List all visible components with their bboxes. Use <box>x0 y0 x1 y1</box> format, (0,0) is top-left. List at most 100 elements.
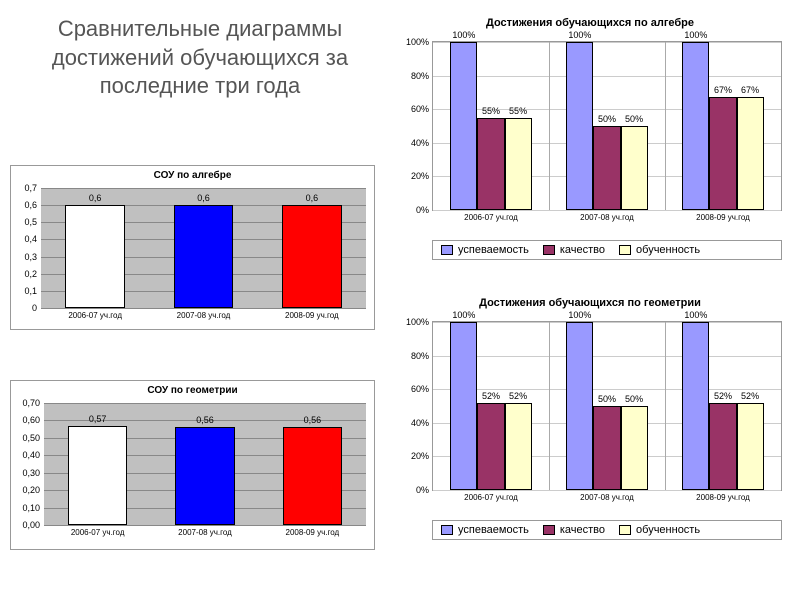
bar <box>593 406 620 490</box>
bar-value-label: 50% <box>625 114 643 124</box>
y-tick-label: 0,30 <box>22 468 40 478</box>
x-tick-label: 2006-07 уч.год <box>464 213 518 222</box>
legend-label: успеваемость <box>458 244 529 256</box>
bar-value-label: 50% <box>598 114 616 124</box>
x-tick-label: 2008-09 уч.год <box>285 311 339 320</box>
bar-value-label: 100% <box>452 30 475 40</box>
y-tick-label: 0,1 <box>24 286 37 296</box>
bar-value-label: 0,6 <box>89 193 102 203</box>
bar <box>282 205 342 308</box>
plot-area: 0,000,100,200,300,400,500,600,700,572006… <box>44 403 366 525</box>
legend-label: качество <box>560 244 605 256</box>
chart-title: Достижения обучающихся по алгебре <box>390 17 790 29</box>
legend-swatch <box>619 525 631 535</box>
x-tick-label: 2007-08 уч.год <box>580 213 634 222</box>
chart-ach-geometry: Достижения обучающихся по геометрии 0% 20… <box>390 295 790 550</box>
bar <box>566 322 593 490</box>
bar <box>450 42 477 210</box>
bar-value-label: 100% <box>684 310 707 320</box>
bar-value-label: 0,56 <box>304 415 322 425</box>
page-title: Сравнительные диаграммы достижений обуча… <box>30 15 370 101</box>
x-tick-label: 2006-07 уч.год <box>464 493 518 502</box>
bar <box>682 42 709 210</box>
y-tick-label: 0% <box>416 205 429 215</box>
legend-swatch <box>543 245 555 255</box>
legend-item: обученность <box>619 524 700 536</box>
y-tick-label: 60% <box>411 384 429 394</box>
bar-value-label: 0,6 <box>197 193 210 203</box>
y-tick-label: 0 <box>32 303 37 313</box>
bar <box>450 322 477 490</box>
bar-value-label: 67% <box>741 85 759 95</box>
y-tick-label: 40% <box>411 138 429 148</box>
plot-area: 0%20%40%60%80%100%100%52%52%2006-07 уч.г… <box>432 321 782 491</box>
bar <box>709 97 736 210</box>
bar <box>283 427 342 525</box>
x-tick-label: 2008-09 уч.год <box>286 528 340 537</box>
legend-swatch <box>619 245 631 255</box>
y-tick-label: 100% <box>406 37 429 47</box>
plot-area: 00,10,20,30,40,50,60,70,62006-07 уч.год0… <box>41 188 366 308</box>
x-tick-label: 2006-07 уч.год <box>71 528 125 537</box>
y-tick-label: 40% <box>411 418 429 428</box>
bar-value-label: 100% <box>684 30 707 40</box>
y-tick-label: 20% <box>411 451 429 461</box>
legend-item: успеваемость <box>441 524 529 536</box>
y-tick-label: 100% <box>406 317 429 327</box>
bar <box>737 97 764 210</box>
legend-label: успеваемость <box>458 524 529 536</box>
legend-item: обученность <box>619 244 700 256</box>
chart-title: Достижения обучающихся по геометрии <box>390 297 790 309</box>
legend-label: обученность <box>636 524 700 536</box>
bar <box>709 403 736 490</box>
x-tick-label: 2007-08 уч.год <box>177 311 231 320</box>
y-tick-label: 0,7 <box>24 183 37 193</box>
chart-legend: успеваемость качество обученность <box>432 520 782 540</box>
bar-value-label: 55% <box>482 106 500 116</box>
y-tick-label: 0,3 <box>24 252 37 262</box>
bar <box>477 403 504 490</box>
bar <box>505 403 532 490</box>
bar-value-label: 50% <box>625 394 643 404</box>
bar-value-label: 100% <box>568 30 591 40</box>
bar <box>621 126 648 210</box>
y-tick-label: 0,40 <box>22 450 40 460</box>
bar <box>65 205 125 308</box>
chart-ach-algebra: Достижения обучающихся по алгебре 0%20%4… <box>390 15 790 270</box>
legend-label: качество <box>560 524 605 536</box>
chart-title: СОУ по алгебре <box>11 170 374 181</box>
y-tick-label: 0,00 <box>22 520 40 530</box>
legend-item: качество <box>543 524 605 536</box>
y-tick-label: 80% <box>411 71 429 81</box>
bar <box>175 427 234 525</box>
bar-value-label: 0,56 <box>196 415 214 425</box>
bar <box>682 322 709 490</box>
bar-value-label: 0,6 <box>306 193 319 203</box>
bar-value-label: 55% <box>509 106 527 116</box>
bar-value-label: 52% <box>741 391 759 401</box>
x-tick-label: 2007-08 уч.год <box>178 528 232 537</box>
bar-value-label: 50% <box>598 394 616 404</box>
bar-value-label: 0,57 <box>89 414 107 424</box>
y-tick-label: 60% <box>411 104 429 114</box>
legend-item: успеваемость <box>441 244 529 256</box>
bar <box>68 426 127 525</box>
legend-swatch <box>543 525 555 535</box>
y-tick-label: 0,6 <box>24 200 37 210</box>
chart-title: СОУ по геометрии <box>11 385 374 396</box>
legend-label: обученность <box>636 244 700 256</box>
x-tick-label: 2007-08 уч.год <box>580 493 634 502</box>
bar-value-label: 67% <box>714 85 732 95</box>
bar <box>737 403 764 490</box>
y-tick-label: 0,60 <box>22 415 40 425</box>
y-tick-label: 0,70 <box>22 398 40 408</box>
y-tick-label: 0,5 <box>24 217 37 227</box>
y-tick-label: 0% <box>416 485 429 495</box>
bar-value-label: 52% <box>482 391 500 401</box>
legend-swatch <box>441 525 453 535</box>
bar-value-label: 52% <box>714 391 732 401</box>
bar-value-label: 100% <box>452 310 475 320</box>
x-tick-label: 2008-09 уч.год <box>696 213 750 222</box>
chart-sou-algebra: СОУ по алгебре 00,10,20,30,40,50,60,70,6… <box>10 165 375 330</box>
bar-value-label: 52% <box>509 391 527 401</box>
